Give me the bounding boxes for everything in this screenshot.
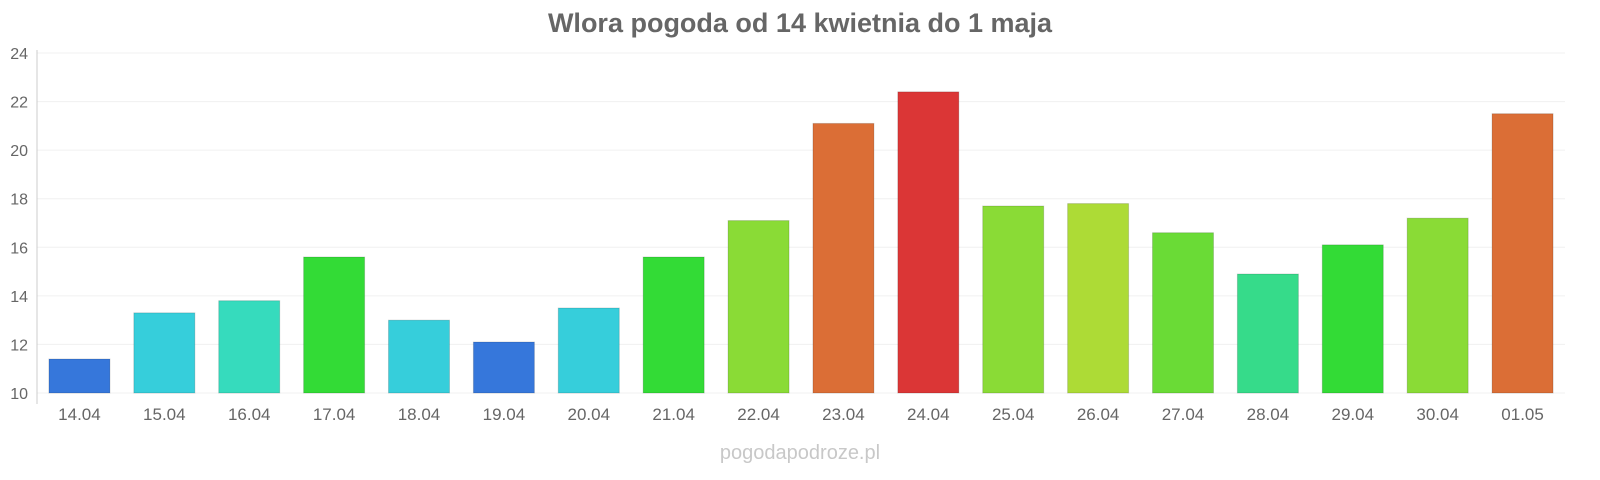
x-tick-label: 22.04 <box>737 405 780 424</box>
x-tick-label: 28.04 <box>1247 405 1290 424</box>
y-tick-label: 16 <box>10 240 28 257</box>
bar-28.04 <box>1236 273 1299 394</box>
footer-watermark: pogodapodroze.pl <box>720 442 880 464</box>
x-tick-label: 29.04 <box>1332 405 1375 424</box>
x-tick-label: 18.04 <box>398 405 441 424</box>
x-tick-label: 30.04 <box>1416 405 1459 424</box>
bar-21.04 <box>642 256 705 394</box>
x-tick-label: 01.05 <box>1501 405 1544 424</box>
x-tick-label: 20.04 <box>568 405 611 424</box>
bar-17.04 <box>303 256 366 394</box>
x-tick-label: 21.04 <box>652 405 695 424</box>
bar-15.04 <box>133 312 196 394</box>
bar-20.04 <box>557 307 620 394</box>
y-tick-label: 22 <box>10 95 28 112</box>
bar-18.04 <box>388 319 450 394</box>
bar-01.05 <box>1491 113 1554 394</box>
y-tick-label: 24 <box>10 46 28 63</box>
x-tick-label: 14.04 <box>58 405 101 424</box>
x-tick-label: 24.04 <box>907 405 950 424</box>
x-tick-label: 16.04 <box>228 405 271 424</box>
x-tick-label: 26.04 <box>1077 405 1120 424</box>
x-tick-label: 25.04 <box>992 405 1035 424</box>
x-tick-label: 19.04 <box>483 405 526 424</box>
bar-27.04 <box>1152 232 1214 394</box>
bar-19.04 <box>472 341 535 394</box>
x-tick-label: 23.04 <box>822 405 865 424</box>
bar-16.04 <box>218 300 281 394</box>
y-tick-label: 18 <box>10 192 28 209</box>
x-tick-label: 17.04 <box>313 405 356 424</box>
bar-26.04 <box>1067 203 1130 394</box>
bar-22.04 <box>727 220 790 394</box>
y-tick-label: 10 <box>10 386 28 403</box>
y-tick-label: 14 <box>10 289 28 306</box>
y-tick-label: 20 <box>10 143 28 160</box>
bar-25.04 <box>982 205 1045 394</box>
y-tick-label: 12 <box>10 337 28 354</box>
bar-30.04 <box>1406 217 1469 394</box>
chart-title: Wlora pogoda od 14 kwietnia do 1 maja <box>548 8 1053 38</box>
x-tick-label: 27.04 <box>1162 405 1205 424</box>
bar-23.04 <box>812 122 875 394</box>
x-tick-label: 15.04 <box>143 405 186 424</box>
bar-14.04 <box>48 358 111 394</box>
bar-24.04 <box>897 91 960 394</box>
bar-29.04 <box>1321 244 1384 394</box>
